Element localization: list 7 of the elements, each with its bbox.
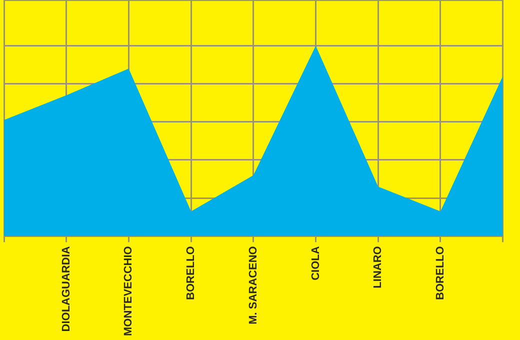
x-tick-label: BORELLO (434, 246, 446, 300)
x-tick-label: CIOLA (310, 246, 322, 280)
x-tick-label: LINARO (372, 246, 384, 288)
x-tick-label: MONTEVECCHIO (122, 246, 135, 336)
x-tick-label: BORELLO (185, 246, 198, 300)
x-tick-label: DIOLAGUARDIA (60, 246, 72, 332)
x-tick-label: M. SARACENO (247, 246, 260, 324)
